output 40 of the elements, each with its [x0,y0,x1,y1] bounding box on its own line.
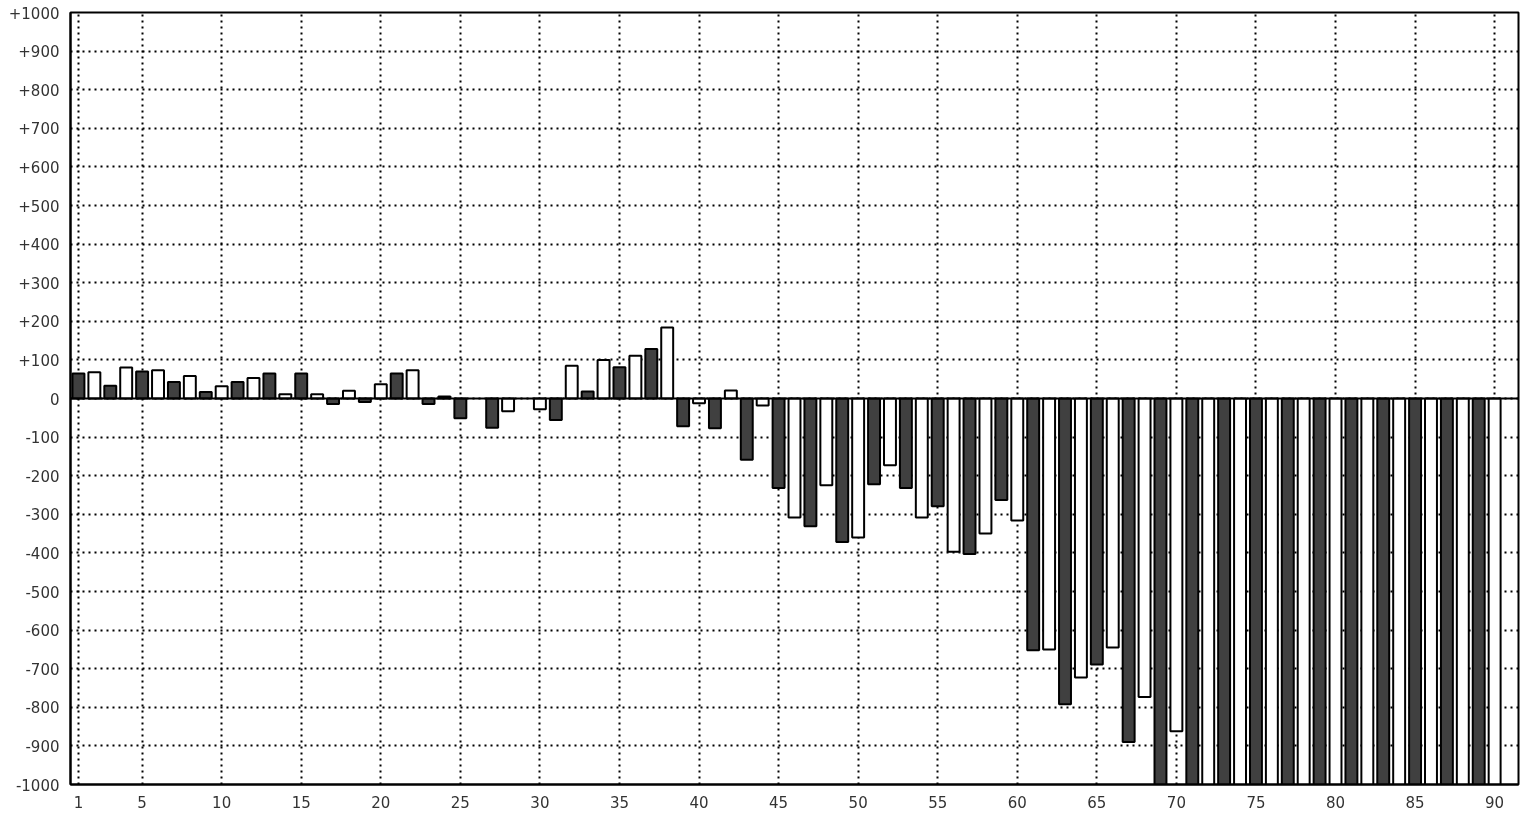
x-tick-label: 20 [371,793,391,812]
y-tick-label: +500 [18,197,60,216]
y-tick-label: +200 [18,313,60,332]
y-tick-label: +400 [18,236,60,255]
y-tick-label: -700 [25,660,60,679]
x-tick-label: 60 [1007,793,1027,812]
x-tick-label: 35 [609,793,630,812]
x-tick-label: 55 [928,793,948,812]
y-tick-label: -200 [25,467,60,486]
y-tick-label: -800 [25,699,60,718]
x-tick-label: 85 [1405,793,1425,812]
y-tick-label: 0 [49,390,60,409]
x-tick-label: 5 [137,793,147,812]
x-tick-label: 50 [848,793,868,812]
y-tick-label: +700 [18,120,60,139]
y-tick-label: +300 [18,274,60,293]
y-tick-label: +600 [18,158,60,177]
x-tick-label: 1 [73,793,84,812]
y-tick-label: +100 [18,351,60,370]
x-tick-label: 10 [212,793,232,812]
y-tick-label: -500 [25,583,60,602]
x-tick-label: 70 [1166,793,1186,812]
x-tick-label: 45 [769,793,789,812]
y-tick-label: -900 [25,737,60,756]
y-tick-label: -100 [25,429,60,448]
y-tick-label: -1000 [15,776,60,795]
x-tick-label: 30 [530,793,550,812]
y-tick-label: +900 [18,43,60,62]
y-tick-label: +1000 [8,4,60,23]
x-tick-label: 75 [1246,793,1266,812]
x-tick-label: 90 [1485,793,1505,812]
x-tick-label: 80 [1325,793,1346,812]
x-tick-label: 40 [689,793,709,812]
x-tick-label: 15 [291,793,311,812]
x-tick-label: 65 [1087,793,1107,812]
y-tick-label: -400 [25,544,60,563]
y-tick-label: -600 [25,622,60,641]
y-tick-label: -300 [25,506,60,525]
y-tick-label: +800 [18,81,60,100]
x-tick-label: 25 [450,793,470,812]
